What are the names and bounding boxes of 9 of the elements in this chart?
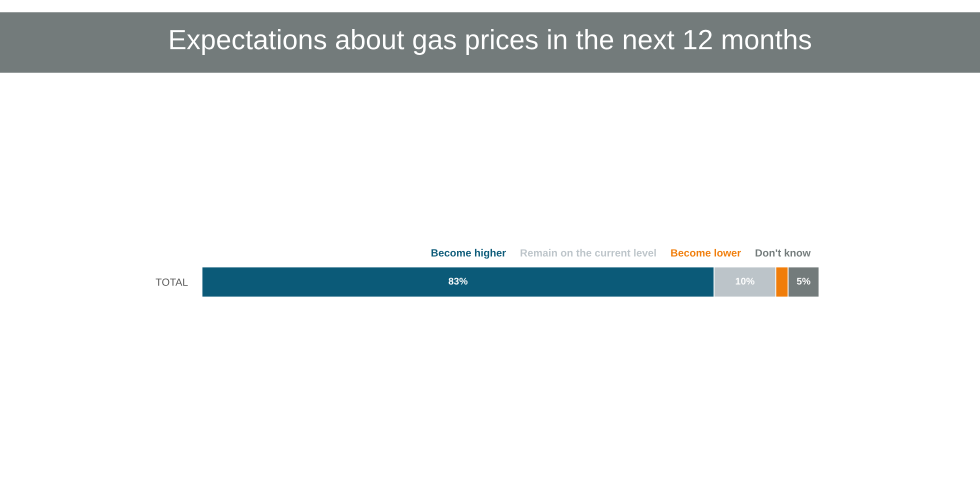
series-label: Don't know (756, 248, 811, 257)
chart-title: Expectations about gas prices in the next 12 months (170, 29, 811, 55)
series-label: Become higher (432, 248, 506, 259)
data-label: 5% (796, 278, 810, 285)
data-label: 10% (736, 278, 754, 285)
text: Become lower (671, 248, 741, 257)
text: Remain on the current level (520, 248, 656, 257)
data-label: 83% (448, 278, 468, 285)
y-tick-label: TOTAL (156, 278, 188, 286)
